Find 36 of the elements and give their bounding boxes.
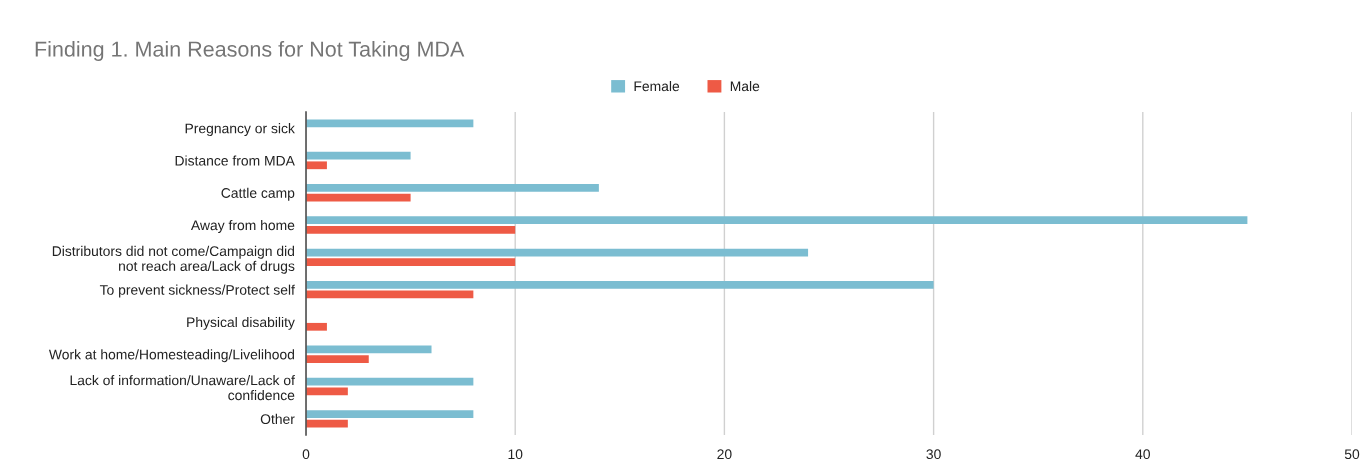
bar [306, 226, 516, 234]
bar [306, 216, 1248, 225]
bar [306, 151, 411, 160]
y-tick-label: Other [260, 413, 295, 425]
bar [306, 258, 516, 267]
y-tick-label: To prevent sickness/Protect self [99, 284, 295, 298]
y-tick-label: Physical disability [187, 316, 295, 330]
bar [306, 345, 432, 354]
chart-title: Finding 1. Main Reasons for Not Taking MDA [35, 40, 465, 62]
y-tick-label: Pregnancy or sick [185, 123, 295, 137]
bar [306, 119, 474, 128]
bar [306, 184, 599, 192]
y-tick-label: Lack of information/Unaware/Lack of confidence [70, 375, 295, 401]
bar [306, 377, 474, 386]
bar [306, 248, 809, 257]
y-tick-label: Work at home/Homesteading/Livelihood [48, 349, 295, 363]
y-tick-label: Distributors did not come/Campaign did not reach area/Lack of drugs [52, 245, 295, 274]
x-tick-label: 40 [1135, 449, 1150, 460]
legend-label: Male [730, 80, 760, 92]
y-tick-label: Distance from MDA [175, 155, 295, 166]
bar [306, 322, 327, 331]
bar [306, 193, 411, 202]
bar [306, 410, 474, 418]
y-tick-label: Cattle camp [221, 187, 295, 201]
x-tick-label: 0 [302, 449, 310, 460]
bar [306, 161, 327, 170]
legend-label: Female [634, 80, 680, 92]
bar [306, 280, 934, 289]
x-tick-label: 10 [508, 449, 523, 460]
x-tick-label: 20 [717, 449, 732, 460]
x-tick-label: 30 [926, 449, 941, 460]
bar [306, 290, 474, 299]
bar [306, 355, 369, 363]
bar [306, 419, 348, 428]
x-tick-label: 50 [1344, 449, 1360, 460]
y-tick-label: Away from home [190, 220, 295, 233]
